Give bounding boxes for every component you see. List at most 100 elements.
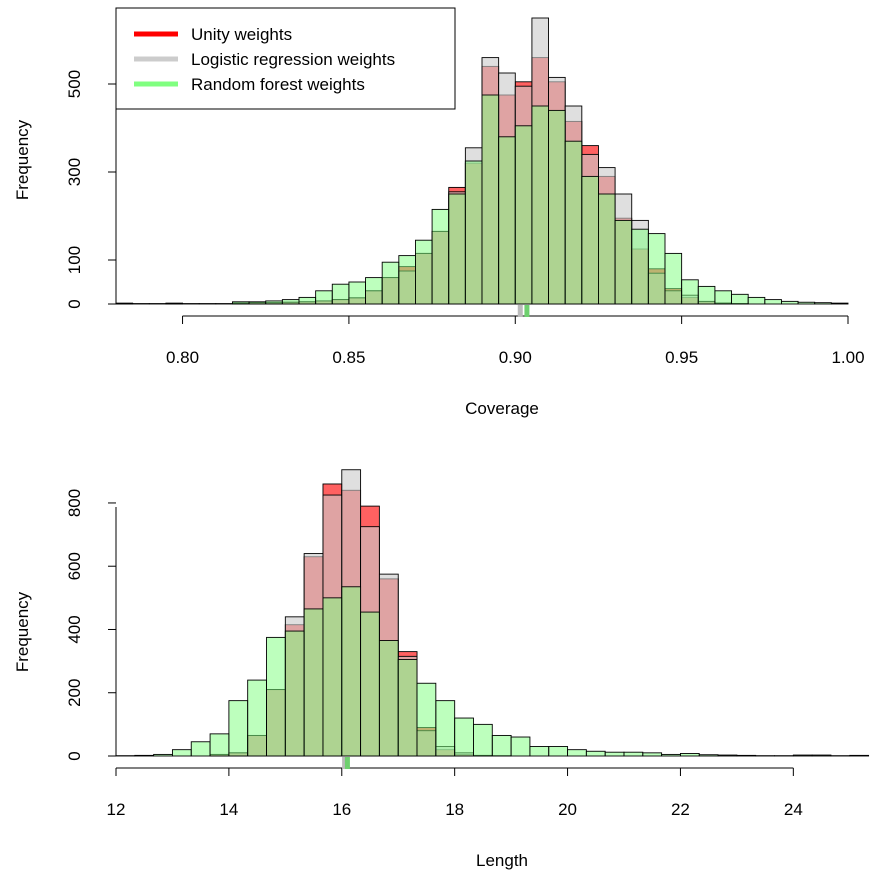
histogram-bar (631, 228, 649, 305)
histogram-bar (348, 281, 367, 305)
summary-mark (344, 757, 350, 769)
histogram-bar (811, 754, 832, 757)
histogram-bar (448, 193, 466, 305)
legend-label: Logistic regression weights (191, 50, 395, 69)
histogram-bar (464, 160, 483, 305)
y-tick-label: 200 (65, 679, 84, 707)
histogram-bar (165, 302, 184, 305)
histogram-bar (115, 302, 134, 305)
x-axis-title: Length (476, 851, 528, 870)
histogram-bar (228, 700, 249, 757)
histogram-bar (281, 299, 300, 305)
length-histogram-panel: 12 14 16 18 20 22 24 0 200 400 600 800 Length Frequen… (13, 469, 870, 870)
x-tick-label: 22 (671, 800, 690, 819)
x-tick-label: 14 (219, 800, 238, 819)
x-axis-title: Coverage (465, 399, 539, 418)
histogram-bar (792, 754, 813, 757)
histogram-bar (303, 608, 324, 757)
histogram-bar (247, 679, 267, 757)
y-tick-label: 500 (65, 70, 84, 98)
histogram-bar (642, 752, 663, 757)
histogram-bar (378, 640, 399, 757)
legend-label: Unity weights (191, 25, 292, 44)
y-axis-title: Frequency (13, 119, 32, 200)
summary-mark (342, 757, 348, 769)
histogram-bar (315, 290, 333, 305)
histogram-bar (265, 300, 283, 305)
y-tick-label: 300 (65, 158, 84, 186)
histogram-bar (849, 754, 870, 757)
x-tick-label: 18 (445, 800, 464, 819)
legend-label: Random forest weights (191, 75, 365, 94)
x-tick-label: 0.95 (665, 348, 698, 367)
coverage-histogram-panel: 0.80 0.85 0.90 0.95 1.00 0 100 300 500 Coverage Fr… (13, 7, 865, 418)
histogram-bar (360, 611, 380, 757)
summary-mark (517, 305, 523, 317)
histogram-bar (814, 302, 832, 305)
histogram-bar (585, 750, 606, 757)
histogram-bar (781, 300, 799, 305)
x-tick-label: 24 (784, 800, 803, 819)
histogram-bar (623, 751, 644, 757)
histogram-bar (614, 219, 633, 305)
histogram-bar (598, 193, 616, 305)
histogram-bar (697, 285, 716, 305)
histogram-bar (830, 302, 849, 305)
histogram-bar (171, 749, 192, 757)
y-tick-label: 0 (65, 751, 84, 760)
histogram-bar (153, 753, 173, 757)
histogram-bar (548, 109, 566, 305)
legend: Unity weights Logistic regression weights… (115, 7, 456, 110)
histogram-bar (764, 299, 782, 305)
histogram-bar (679, 753, 700, 757)
histogram-bar (284, 630, 305, 757)
histogram-bar (564, 140, 583, 305)
series-3 (115, 94, 849, 305)
x-tick-label: 20 (558, 800, 577, 819)
histogram-bar (331, 283, 350, 305)
histogram-bar (664, 252, 683, 305)
histogram-bar (647, 233, 666, 305)
histogram-bar (731, 293, 749, 305)
histogram-bar (567, 749, 587, 757)
histogram-bar (473, 723, 493, 757)
histogram-bar (604, 751, 625, 757)
histogram-bar (298, 296, 317, 305)
histogram-bar (435, 700, 456, 757)
histogram-bar (797, 301, 816, 305)
histogram-bar (747, 296, 766, 305)
y-tick-label: 800 (65, 489, 84, 517)
histogram-bar (529, 746, 550, 757)
y-tick-label: 0 (65, 299, 84, 308)
y-tick-label: 400 (65, 615, 84, 643)
histogram-bar (481, 94, 500, 305)
x-tick-label: 12 (107, 800, 126, 819)
histogram-bar (661, 753, 681, 757)
x-tick-label: 1.00 (831, 348, 864, 367)
x-tick-label: 0.80 (166, 348, 199, 367)
histogram-bar (548, 746, 569, 757)
histogram-bar (190, 741, 211, 757)
histogram-bar (491, 734, 512, 757)
histogram-bar (322, 597, 343, 757)
y-tick-label: 600 (65, 552, 84, 580)
histogram-bar (266, 636, 286, 757)
histogram-bar (231, 301, 250, 305)
histogram-bar (209, 733, 230, 757)
histogram-bar (681, 279, 699, 305)
histogram-bar (698, 754, 719, 757)
histogram-bar (248, 301, 267, 305)
histogram-bar (581, 175, 599, 305)
histogram-bar (498, 136, 516, 305)
x-tick-label: 0.85 (332, 348, 365, 367)
y-axis: 0 100 300 500 (65, 37, 117, 309)
histogram-bar (431, 208, 450, 305)
x-axis: 12 14 16 18 20 22 24 (107, 767, 803, 819)
histogram-bar (365, 277, 383, 305)
histogram-bar (717, 754, 738, 757)
histogram-bar (454, 717, 474, 757)
y-axis: 0 200 400 600 800 (65, 489, 117, 761)
histogram-bar (736, 754, 757, 757)
y-tick-label: 100 (65, 246, 84, 274)
